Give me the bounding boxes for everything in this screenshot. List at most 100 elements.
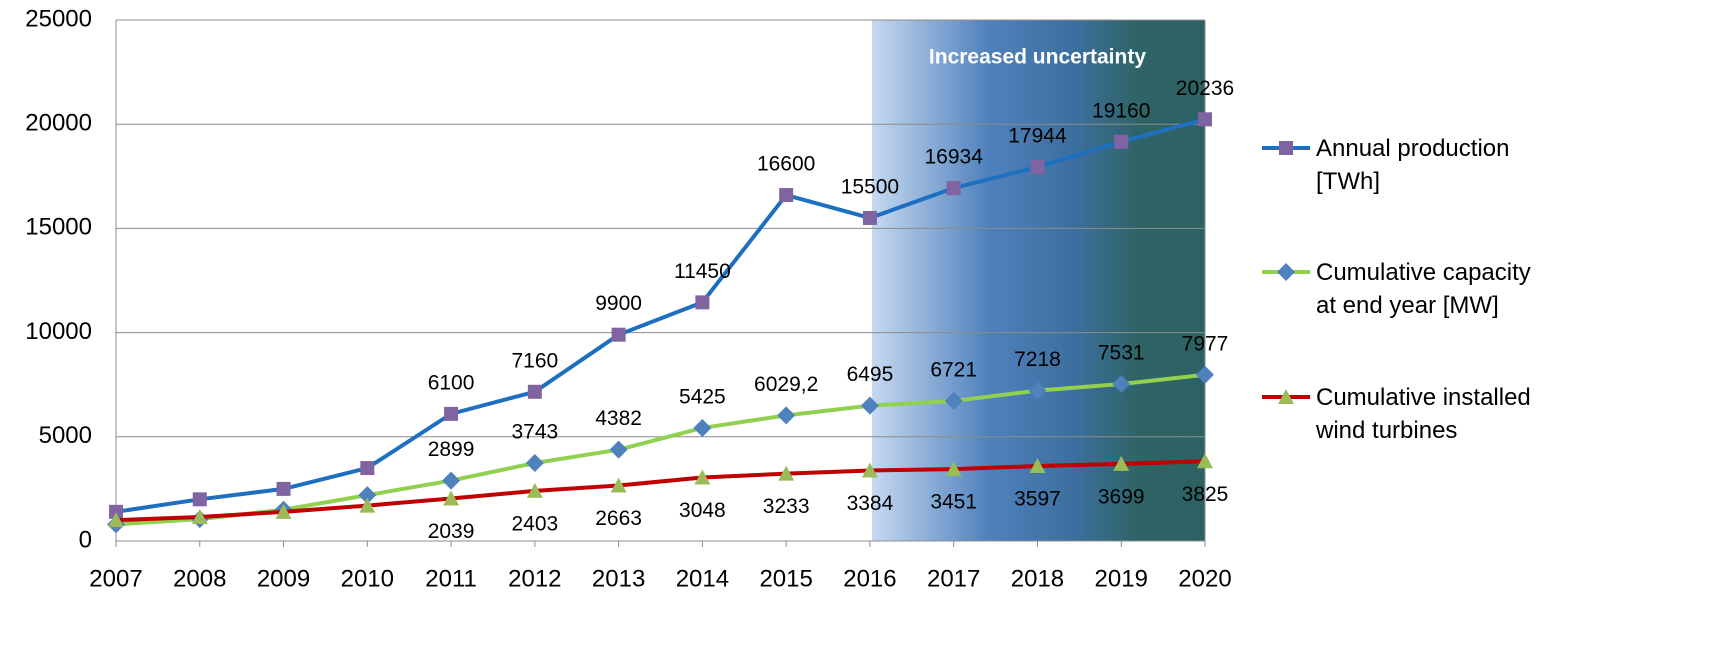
marker bbox=[1198, 112, 1212, 127]
marker bbox=[1197, 453, 1213, 469]
y-tick-label: 5000 bbox=[39, 422, 92, 449]
y-tick-label: 10000 bbox=[25, 318, 92, 345]
legend-label: Cumulative installed wind turbines bbox=[1316, 384, 1531, 444]
data-label: 3384 bbox=[847, 492, 894, 515]
series-line bbox=[115, 459, 1206, 523]
data-label: 15500 bbox=[841, 176, 899, 199]
legend-label: Cumulative capacity at end year [MW] bbox=[1316, 259, 1531, 319]
marker bbox=[695, 295, 710, 310]
data-label: 6721 bbox=[930, 358, 977, 381]
data-label: 2403 bbox=[511, 512, 558, 535]
data-label: 3743 bbox=[511, 421, 558, 444]
marker bbox=[525, 453, 544, 472]
marker bbox=[444, 406, 459, 421]
y-tick-label: 20000 bbox=[25, 110, 92, 137]
data-label: 3597 bbox=[1014, 488, 1061, 511]
data-label: 5425 bbox=[679, 385, 726, 408]
data-label: 6029,2 bbox=[754, 373, 818, 396]
marker bbox=[945, 461, 962, 477]
marker bbox=[777, 406, 796, 425]
x-tick-label: 2008 bbox=[173, 565, 226, 592]
marker bbox=[694, 469, 711, 485]
data-label: 9900 bbox=[595, 292, 642, 315]
x-tick-label: 2007 bbox=[89, 565, 142, 592]
marker bbox=[862, 210, 877, 225]
marker bbox=[609, 440, 628, 459]
region-label: Increased uncertainty bbox=[929, 46, 1146, 69]
marker bbox=[944, 391, 963, 410]
marker bbox=[360, 461, 375, 476]
x-tick-label: 2020 bbox=[1178, 565, 1231, 592]
data-label: 3233 bbox=[763, 495, 810, 518]
marker bbox=[1030, 160, 1045, 175]
x-tick-label: 2011 bbox=[425, 565, 477, 592]
data-label: 20236 bbox=[1176, 77, 1234, 100]
marker bbox=[1112, 375, 1131, 394]
marker bbox=[1113, 455, 1130, 471]
marker bbox=[946, 181, 961, 196]
marker bbox=[611, 327, 626, 342]
marker bbox=[1277, 263, 1295, 281]
marker bbox=[276, 481, 291, 496]
data-label: 7160 bbox=[511, 349, 558, 372]
data-label: 3699 bbox=[1098, 485, 1145, 508]
data-label: 6495 bbox=[847, 363, 894, 386]
data-label: 7218 bbox=[1014, 348, 1061, 371]
marker bbox=[191, 509, 208, 525]
marker bbox=[109, 504, 123, 519]
marker bbox=[693, 418, 712, 437]
uncertainty-region bbox=[871, 20, 1205, 541]
marker bbox=[443, 490, 460, 506]
series-line bbox=[115, 372, 1206, 527]
y-tick-label: 25000 bbox=[25, 5, 92, 32]
data-label: 17944 bbox=[1008, 125, 1067, 148]
data-label: 19160 bbox=[1092, 99, 1150, 122]
marker bbox=[192, 492, 207, 507]
marker bbox=[1114, 134, 1129, 149]
data-label: 6100 bbox=[428, 371, 475, 394]
marker bbox=[860, 396, 879, 415]
legend-label: Annual production [TWh] bbox=[1316, 135, 1510, 195]
x-tick-label: 2010 bbox=[341, 565, 394, 592]
marker bbox=[1028, 381, 1047, 400]
marker bbox=[526, 482, 543, 498]
x-tick-label: 2012 bbox=[508, 565, 561, 592]
marker bbox=[861, 462, 878, 478]
marker bbox=[779, 188, 794, 203]
x-tick-label: 2019 bbox=[1095, 565, 1148, 592]
marker bbox=[527, 384, 542, 399]
marker bbox=[359, 497, 376, 513]
data-label: 7977 bbox=[1182, 332, 1229, 355]
marker bbox=[358, 486, 377, 505]
data-label: 3451 bbox=[930, 491, 977, 514]
marker bbox=[108, 512, 124, 528]
data-label: 3048 bbox=[679, 499, 726, 522]
data-label: 2899 bbox=[428, 438, 475, 461]
x-tick-label: 2016 bbox=[843, 565, 896, 592]
x-tick-label: 2009 bbox=[257, 565, 310, 592]
data-label: 2039 bbox=[428, 520, 475, 543]
marker bbox=[1279, 141, 1293, 155]
marker bbox=[778, 465, 795, 481]
data-label: 4382 bbox=[595, 407, 642, 430]
data-label: 16600 bbox=[757, 153, 815, 176]
y-tick-label: 15000 bbox=[25, 214, 92, 241]
marker bbox=[275, 503, 292, 519]
marker bbox=[610, 477, 627, 493]
data-label: 3825 bbox=[1182, 483, 1229, 506]
data-label: 16934 bbox=[924, 146, 983, 169]
marker bbox=[1278, 389, 1294, 404]
x-tick-label: 2015 bbox=[759, 565, 812, 592]
x-tick-label: 2014 bbox=[676, 565, 729, 592]
x-tick-label: 2018 bbox=[1011, 565, 1064, 592]
marker bbox=[1196, 365, 1214, 384]
data-label: 2663 bbox=[595, 507, 642, 530]
marker bbox=[1029, 458, 1046, 474]
series-line bbox=[115, 117, 1206, 514]
data-label: 11450 bbox=[674, 260, 731, 283]
marker bbox=[442, 471, 461, 490]
x-tick-label: 2017 bbox=[927, 565, 980, 592]
x-tick-label: 2013 bbox=[592, 565, 645, 592]
